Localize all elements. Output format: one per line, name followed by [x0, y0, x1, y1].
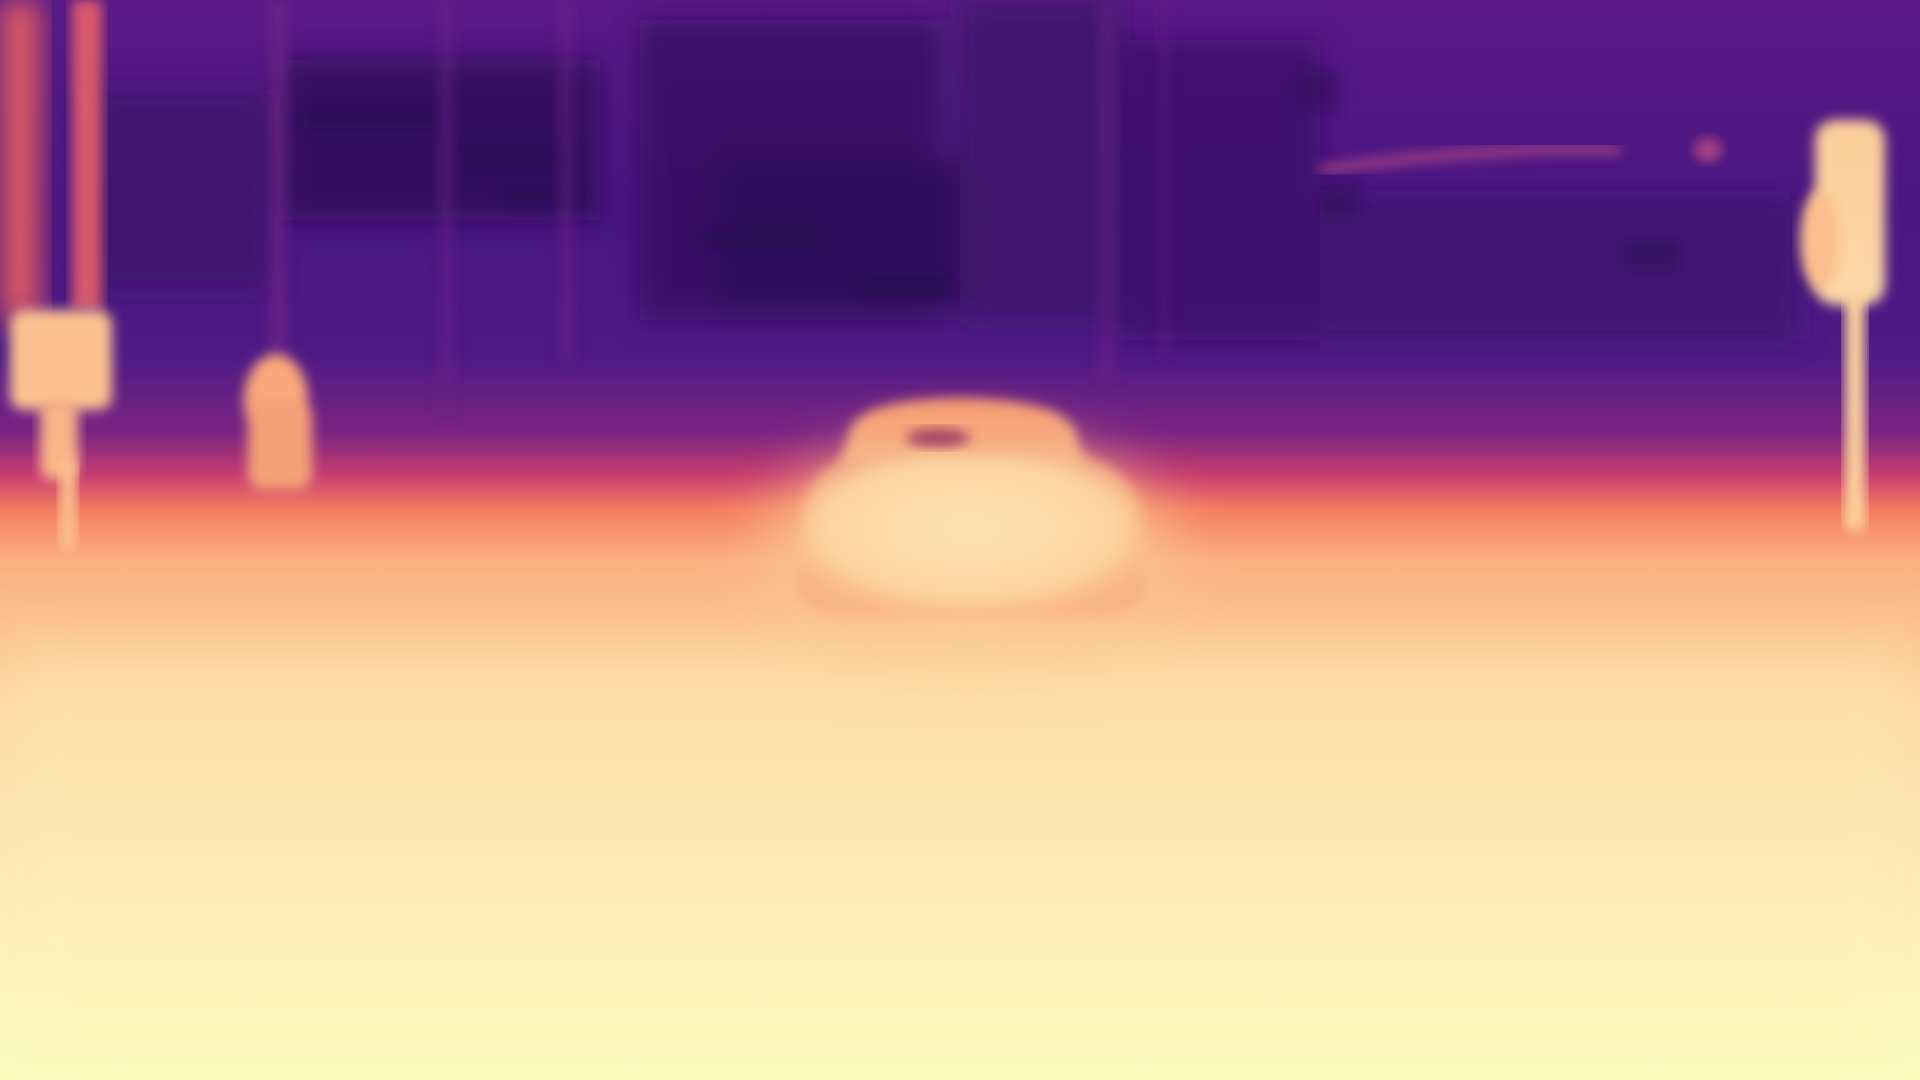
background-building [90, 0, 1800, 340]
right-light-pole [1319, 120, 1885, 530]
background-vertical-streaks [270, 0, 1170, 420]
center-car [758, 398, 1178, 680]
left-small-post [244, 354, 312, 490]
left-light-pole [0, 0, 112, 550]
ground-plane [0, 640, 1920, 1080]
